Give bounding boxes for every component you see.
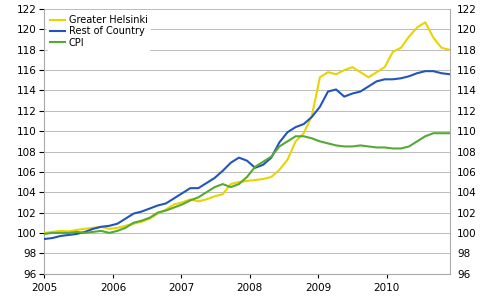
Line: Rest of Country: Rest of Country — [44, 71, 450, 239]
Rest of Country — [422, 69, 428, 73]
Rest of Country — [163, 202, 169, 205]
Rest of Country — [41, 237, 47, 241]
CPI — [163, 209, 169, 212]
Greater Helsinki — [41, 231, 47, 235]
Legend: Greater Helsinki, Rest of Country, CPI: Greater Helsinki, Rest of Country, CPI — [47, 12, 151, 51]
Greater Helsinki — [309, 114, 315, 118]
CPI — [130, 221, 136, 225]
CPI — [171, 206, 177, 209]
Rest of Country — [130, 212, 136, 216]
Rest of Country — [333, 88, 339, 91]
CPI — [41, 232, 47, 236]
Greater Helsinki — [447, 48, 453, 52]
Rest of Country — [447, 72, 453, 76]
Rest of Country — [439, 71, 445, 75]
CPI — [333, 143, 339, 147]
Greater Helsinki — [130, 222, 136, 226]
Greater Helsinki — [439, 46, 445, 50]
Line: CPI: CPI — [44, 133, 450, 234]
CPI — [447, 131, 453, 135]
CPI — [309, 136, 315, 140]
CPI — [439, 131, 445, 135]
Greater Helsinki — [333, 72, 339, 76]
CPI — [430, 131, 436, 135]
Line: Greater Helsinki: Greater Helsinki — [44, 22, 450, 233]
Greater Helsinki — [171, 202, 177, 206]
Greater Helsinki — [163, 208, 169, 211]
Rest of Country — [171, 196, 177, 200]
Greater Helsinki — [422, 21, 428, 24]
Rest of Country — [309, 115, 315, 119]
